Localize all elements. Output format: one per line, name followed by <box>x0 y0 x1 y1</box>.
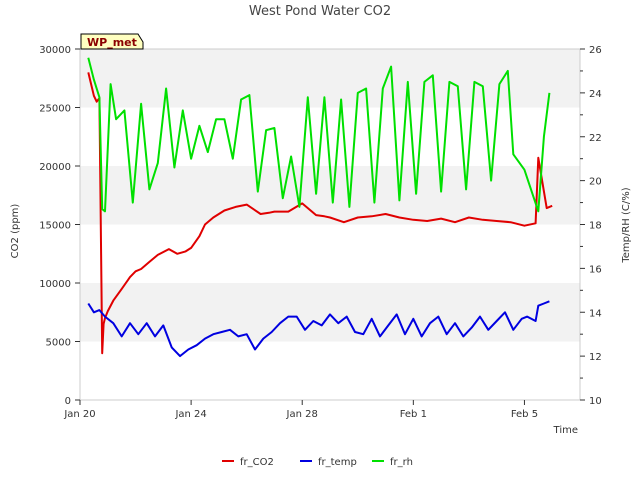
legend: fr_CO2 fr_temp fr_rh <box>222 457 413 468</box>
y-right-tick-label-7: 24 <box>589 89 602 100</box>
y-left-tick-label-6: 30000 <box>39 45 71 56</box>
y-left-tick-label-5: 25000 <box>39 104 71 115</box>
legend-label-fr_rh: fr_rh <box>390 457 413 468</box>
chart-title: West Pond Water CO2 <box>249 4 391 19</box>
y-right-tick-label-0: 10 <box>589 396 602 407</box>
plot-band-2 <box>80 49 580 108</box>
x-tick-label-0: Jan 20 <box>63 409 95 420</box>
y-right-tick-label-8: 26 <box>589 45 602 56</box>
plot-band-0 <box>80 283 580 342</box>
station-badge-label: WP_met <box>87 36 137 49</box>
x-tick-label-4: Feb 5 <box>511 409 538 420</box>
series-layer <box>87 57 553 358</box>
y-axis-right: 10 12 14 16 18 20 22 24 26 <box>580 45 602 407</box>
x-axis-title: Time <box>553 425 578 436</box>
y-axis-left-title: CO2 (ppm) <box>10 204 21 259</box>
y-left-tick-label-1: 5000 <box>46 338 71 349</box>
legend-label-fr_temp: fr_temp <box>318 457 357 468</box>
y-right-tick-label-3: 16 <box>589 264 602 275</box>
x-tick-label-3: Feb 1 <box>400 409 427 420</box>
x-tick-label-1: Jan 24 <box>174 409 206 420</box>
plot-bands <box>80 49 580 342</box>
y-right-tick-label-6: 22 <box>589 133 602 144</box>
series-line-fr_temp <box>87 300 550 358</box>
y-right-tick-label-4: 18 <box>589 221 602 232</box>
y-axis-left: 0 5000 10000 15000 20000 25000 30000 <box>39 45 80 407</box>
series-line-fr_CO2 <box>87 72 553 355</box>
y-right-tick-label-2: 14 <box>589 308 602 319</box>
legend-label-fr_CO2: fr_CO2 <box>240 457 274 468</box>
x-axis: Jan 20 Jan 24 Jan 28 Feb 1 Feb 5 <box>63 400 538 420</box>
y-left-tick-label-3: 15000 <box>39 221 71 232</box>
x-tick-label-2: Jan 28 <box>286 409 318 420</box>
series-line-fr_rh <box>87 57 551 213</box>
y-left-tick-label-4: 20000 <box>39 162 71 173</box>
y-right-tick-label-1: 12 <box>589 352 602 363</box>
station-badge: WP_met <box>80 33 144 50</box>
y-left-tick-label-0: 0 <box>65 396 71 407</box>
y-right-tick-label-5: 20 <box>589 177 602 188</box>
y-left-tick-label-2: 10000 <box>39 279 71 290</box>
y-axis-right-title: Temp/RH (C/%) <box>621 187 632 263</box>
